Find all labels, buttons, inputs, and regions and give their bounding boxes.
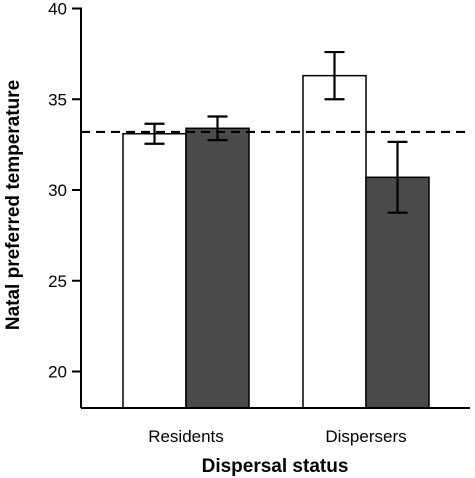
bar xyxy=(122,132,187,409)
x-tick-label: Dispersers xyxy=(325,427,406,446)
bar xyxy=(302,74,367,409)
x-tick-label: Residents xyxy=(148,427,224,446)
y-axis-title: Natal preferred temperature xyxy=(3,80,24,330)
error-bar xyxy=(387,140,408,214)
y-tick-label: 40 xyxy=(48,0,67,19)
y-tick-label: 25 xyxy=(48,272,67,291)
bar xyxy=(365,176,430,409)
y-tick-label: 30 xyxy=(48,181,67,200)
error-bar xyxy=(144,122,165,145)
error-bar xyxy=(207,115,228,142)
error-bar xyxy=(324,50,345,101)
y-axis-ticks: 20 25 30 35 40 xyxy=(48,0,81,382)
y-tick-label: 20 xyxy=(48,363,67,382)
error-bars xyxy=(144,50,408,214)
bars xyxy=(122,74,430,409)
y-tick-label: 35 xyxy=(48,90,67,109)
bar xyxy=(185,127,250,409)
x-axis-title: Dispersal status xyxy=(202,456,349,477)
x-axis-tick-labels: Residents Dispersers xyxy=(148,427,406,446)
